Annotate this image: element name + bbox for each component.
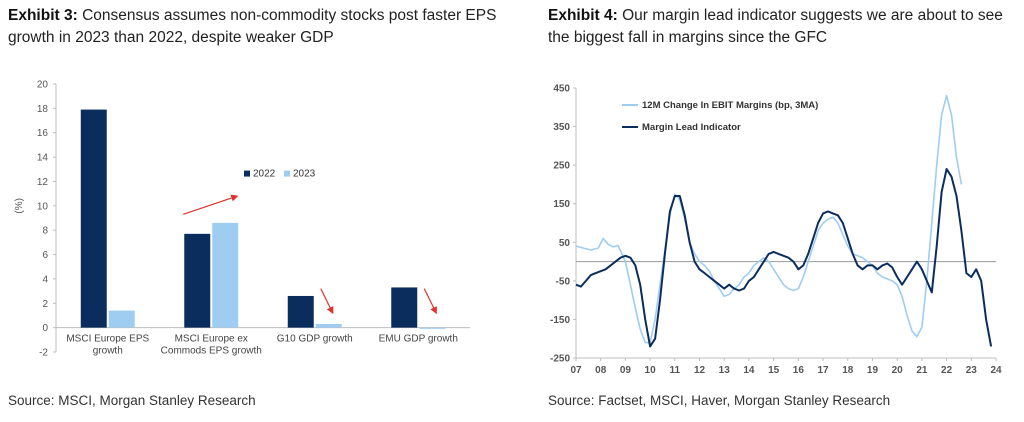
y-tick-label: -2 xyxy=(39,348,48,359)
category-label: EMU GDP growth xyxy=(379,334,458,345)
y-tick-label: 4 xyxy=(42,274,48,285)
bar-2022-2 xyxy=(287,295,314,328)
bar-2022-3 xyxy=(391,287,418,328)
x-tick-label: 14 xyxy=(743,365,755,376)
x-tick-label: 20 xyxy=(892,365,904,376)
legend-swatch-2023 xyxy=(284,170,290,177)
y-tick-label: 18 xyxy=(37,104,49,115)
legend-label-0: 12M Change In EBIT Margins (bp, 3MA) xyxy=(642,100,818,111)
legend-swatch-2022 xyxy=(244,170,250,177)
y-tick-label: 16 xyxy=(37,128,49,139)
y-tick-label: 250 xyxy=(553,161,570,172)
category-label: growth xyxy=(93,346,123,357)
exhibit-4-source: Source: Factset, MSCI, Haver, Morgan Sta… xyxy=(548,393,891,408)
y-tick-label: 0 xyxy=(42,323,48,334)
x-tick-label: 18 xyxy=(842,365,854,376)
series-line-0 xyxy=(575,94,963,344)
y-tick-label: 350 xyxy=(553,122,570,133)
x-tick-label: 16 xyxy=(793,365,805,376)
x-tick-label: 08 xyxy=(595,365,607,376)
series-line-1 xyxy=(575,168,993,348)
y-tick-label: -250 xyxy=(550,354,570,365)
legend-label-1: Margin Lead Indicator xyxy=(642,122,741,133)
trend-arrow xyxy=(183,194,239,215)
x-tick-label: 19 xyxy=(867,365,879,376)
y-tick-label: 150 xyxy=(553,199,570,210)
exhibit-3-title: Exhibit 3: Consensus assumes non-commodi… xyxy=(8,5,500,49)
x-tick-label: 11 xyxy=(670,365,681,376)
y-tick-label: -150 xyxy=(550,315,570,326)
category-label: Commods EPS growth xyxy=(161,346,262,357)
y-tick-label: 6 xyxy=(42,250,48,261)
exhibit-4-title: Exhibit 4: Our margin lead indicator sug… xyxy=(548,5,1024,49)
trend-arrow xyxy=(423,288,437,315)
y-tick-label: 8 xyxy=(42,226,48,237)
bar-2023-0 xyxy=(108,310,135,328)
y-tick-label: 10 xyxy=(37,201,49,212)
category-label: MSCI Europe ex xyxy=(175,334,248,345)
category-label: MSCI Europe EPS xyxy=(66,334,149,345)
bar-2022-1 xyxy=(184,233,211,328)
y-tick-label: 2 xyxy=(42,299,48,310)
y-tick-label: 450 xyxy=(553,84,570,95)
y-tick-label: -50 xyxy=(556,276,571,287)
x-tick-label: 22 xyxy=(941,365,953,376)
x-tick-label: 10 xyxy=(645,365,657,376)
legend-label-2022: 2022 xyxy=(253,169,276,180)
x-tick-label: 12 xyxy=(694,365,706,376)
exhibit-3-bar-chart: -2 0 2 4 6 8 10 12 14 16 18 20 (%) MSCI Europe EPSgro… xyxy=(14,80,470,359)
y-tick-label: 12 xyxy=(37,177,49,188)
y-tick-label: 50 xyxy=(559,238,571,249)
exhibit-4-label: Exhibit 4: xyxy=(548,7,618,24)
x-tick-label: 07 xyxy=(570,365,582,376)
bar-2022-0 xyxy=(80,109,107,328)
bar-2023-3 xyxy=(419,327,446,329)
exhibit-3-label: Exhibit 3: xyxy=(8,7,78,24)
bar-2023-2 xyxy=(315,323,342,328)
y-tick-label: 14 xyxy=(37,153,49,164)
x-tick-label: 21 xyxy=(916,365,928,376)
x-tick-label: 09 xyxy=(620,365,632,376)
exhibit-4-line-chart: -250 -150 -50 50 150 250 350 450 07 08 09 10 11 12 13 1… xyxy=(550,84,1002,377)
y-tick-label: 20 xyxy=(37,80,49,91)
x-tick-label: 15 xyxy=(768,365,780,376)
exhibit-3-source: Source: MSCI, Morgan Stanley Research xyxy=(8,393,256,408)
x-tick-label: 24 xyxy=(990,365,1002,376)
exhibit-4-title-text: Our margin lead indicator suggests we ar… xyxy=(548,7,1003,46)
x-tick-label: 13 xyxy=(719,365,731,376)
exhibit-3-title-text: Consensus assumes non-commodity stocks p… xyxy=(8,7,497,46)
bar-2023-1 xyxy=(212,222,239,328)
legend-label-2023: 2023 xyxy=(293,169,316,180)
x-tick-label: 17 xyxy=(817,365,829,376)
trend-arrow xyxy=(320,288,334,315)
y-axis-label: (%) xyxy=(14,198,25,214)
category-label: G10 GDP growth xyxy=(277,334,353,345)
x-tick-label: 23 xyxy=(966,365,978,376)
